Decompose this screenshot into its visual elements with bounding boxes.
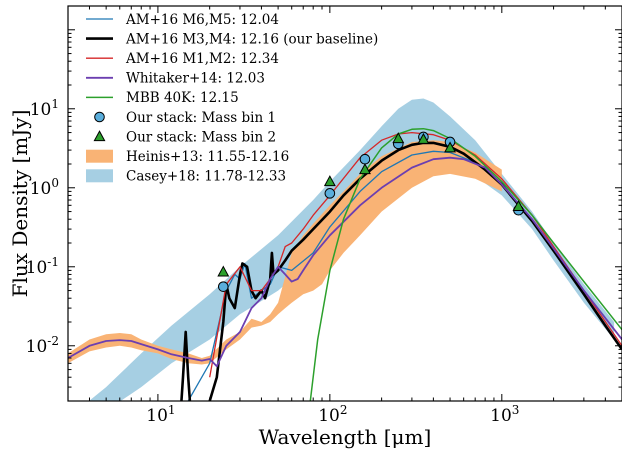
series-line-4: [309, 127, 622, 401]
legend-label: Casey+18: 11.78-12.33: [126, 169, 286, 185]
legend-swatch-triangle: [93, 130, 106, 142]
band-1: [68, 140, 502, 365]
marker-bin2-1: [323, 175, 336, 187]
marker-bin2-3: [392, 132, 405, 144]
x-axis-label: Wavelength [μm]: [259, 425, 432, 449]
y-tick-label: 100: [30, 176, 59, 199]
legend-swatch-circle: [94, 111, 105, 123]
series-line-3: [68, 156, 622, 368]
legend-label: Our stack: Mass bin 2: [126, 129, 276, 145]
axis-ticks: 101 102 103 10-2 10-1 100 101: [26, 5, 622, 426]
marker-bin2-4: [417, 132, 430, 144]
legend-label: AM+16 M1,M2: 12.34: [125, 51, 279, 67]
legend-swatch-band: [86, 149, 113, 163]
marker-bin2-5: [444, 141, 457, 153]
x-tick-label: 102: [318, 403, 347, 426]
plot-area: [68, 98, 622, 401]
y-tick-label: 101: [30, 97, 59, 120]
plot-frame: [67, 5, 622, 402]
marker-bin1-1: [324, 188, 336, 199]
marker-bin1-2: [359, 153, 371, 165]
marker-bin2-0: [217, 265, 230, 277]
y-tick-label: 10-1: [26, 255, 59, 278]
y-tick-label: 10-2: [26, 334, 59, 357]
marker-bin2-6: [512, 200, 525, 212]
legend: AM+16 M6,M5: 12.04 AM+16 M3,M4: 12.16 (ou…: [86, 12, 378, 185]
legend-label: Whitaker+14: 12.03: [126, 71, 265, 87]
legend-swatch-band: [86, 169, 113, 183]
legend-label: Our stack: Mass bin 1: [126, 110, 276, 126]
legend-label: MBB 40K: 12.15: [126, 90, 239, 106]
legend-label: AM+16 M6,M5: 12.04: [125, 12, 279, 28]
legend-label: Heinis+13: 11.55-12.16: [126, 149, 289, 165]
marker-bin1-0: [217, 281, 229, 292]
x-tick-label: 101: [146, 403, 175, 426]
y-axis-label: Flux Density [mJy]: [8, 110, 32, 298]
x-tick-label: 103: [490, 403, 519, 426]
legend-label: AM+16 M3,M4: 12.16 (our baseline): [125, 31, 378, 47]
series-line-2: [209, 131, 622, 378]
marker-bin2-2: [358, 163, 371, 175]
